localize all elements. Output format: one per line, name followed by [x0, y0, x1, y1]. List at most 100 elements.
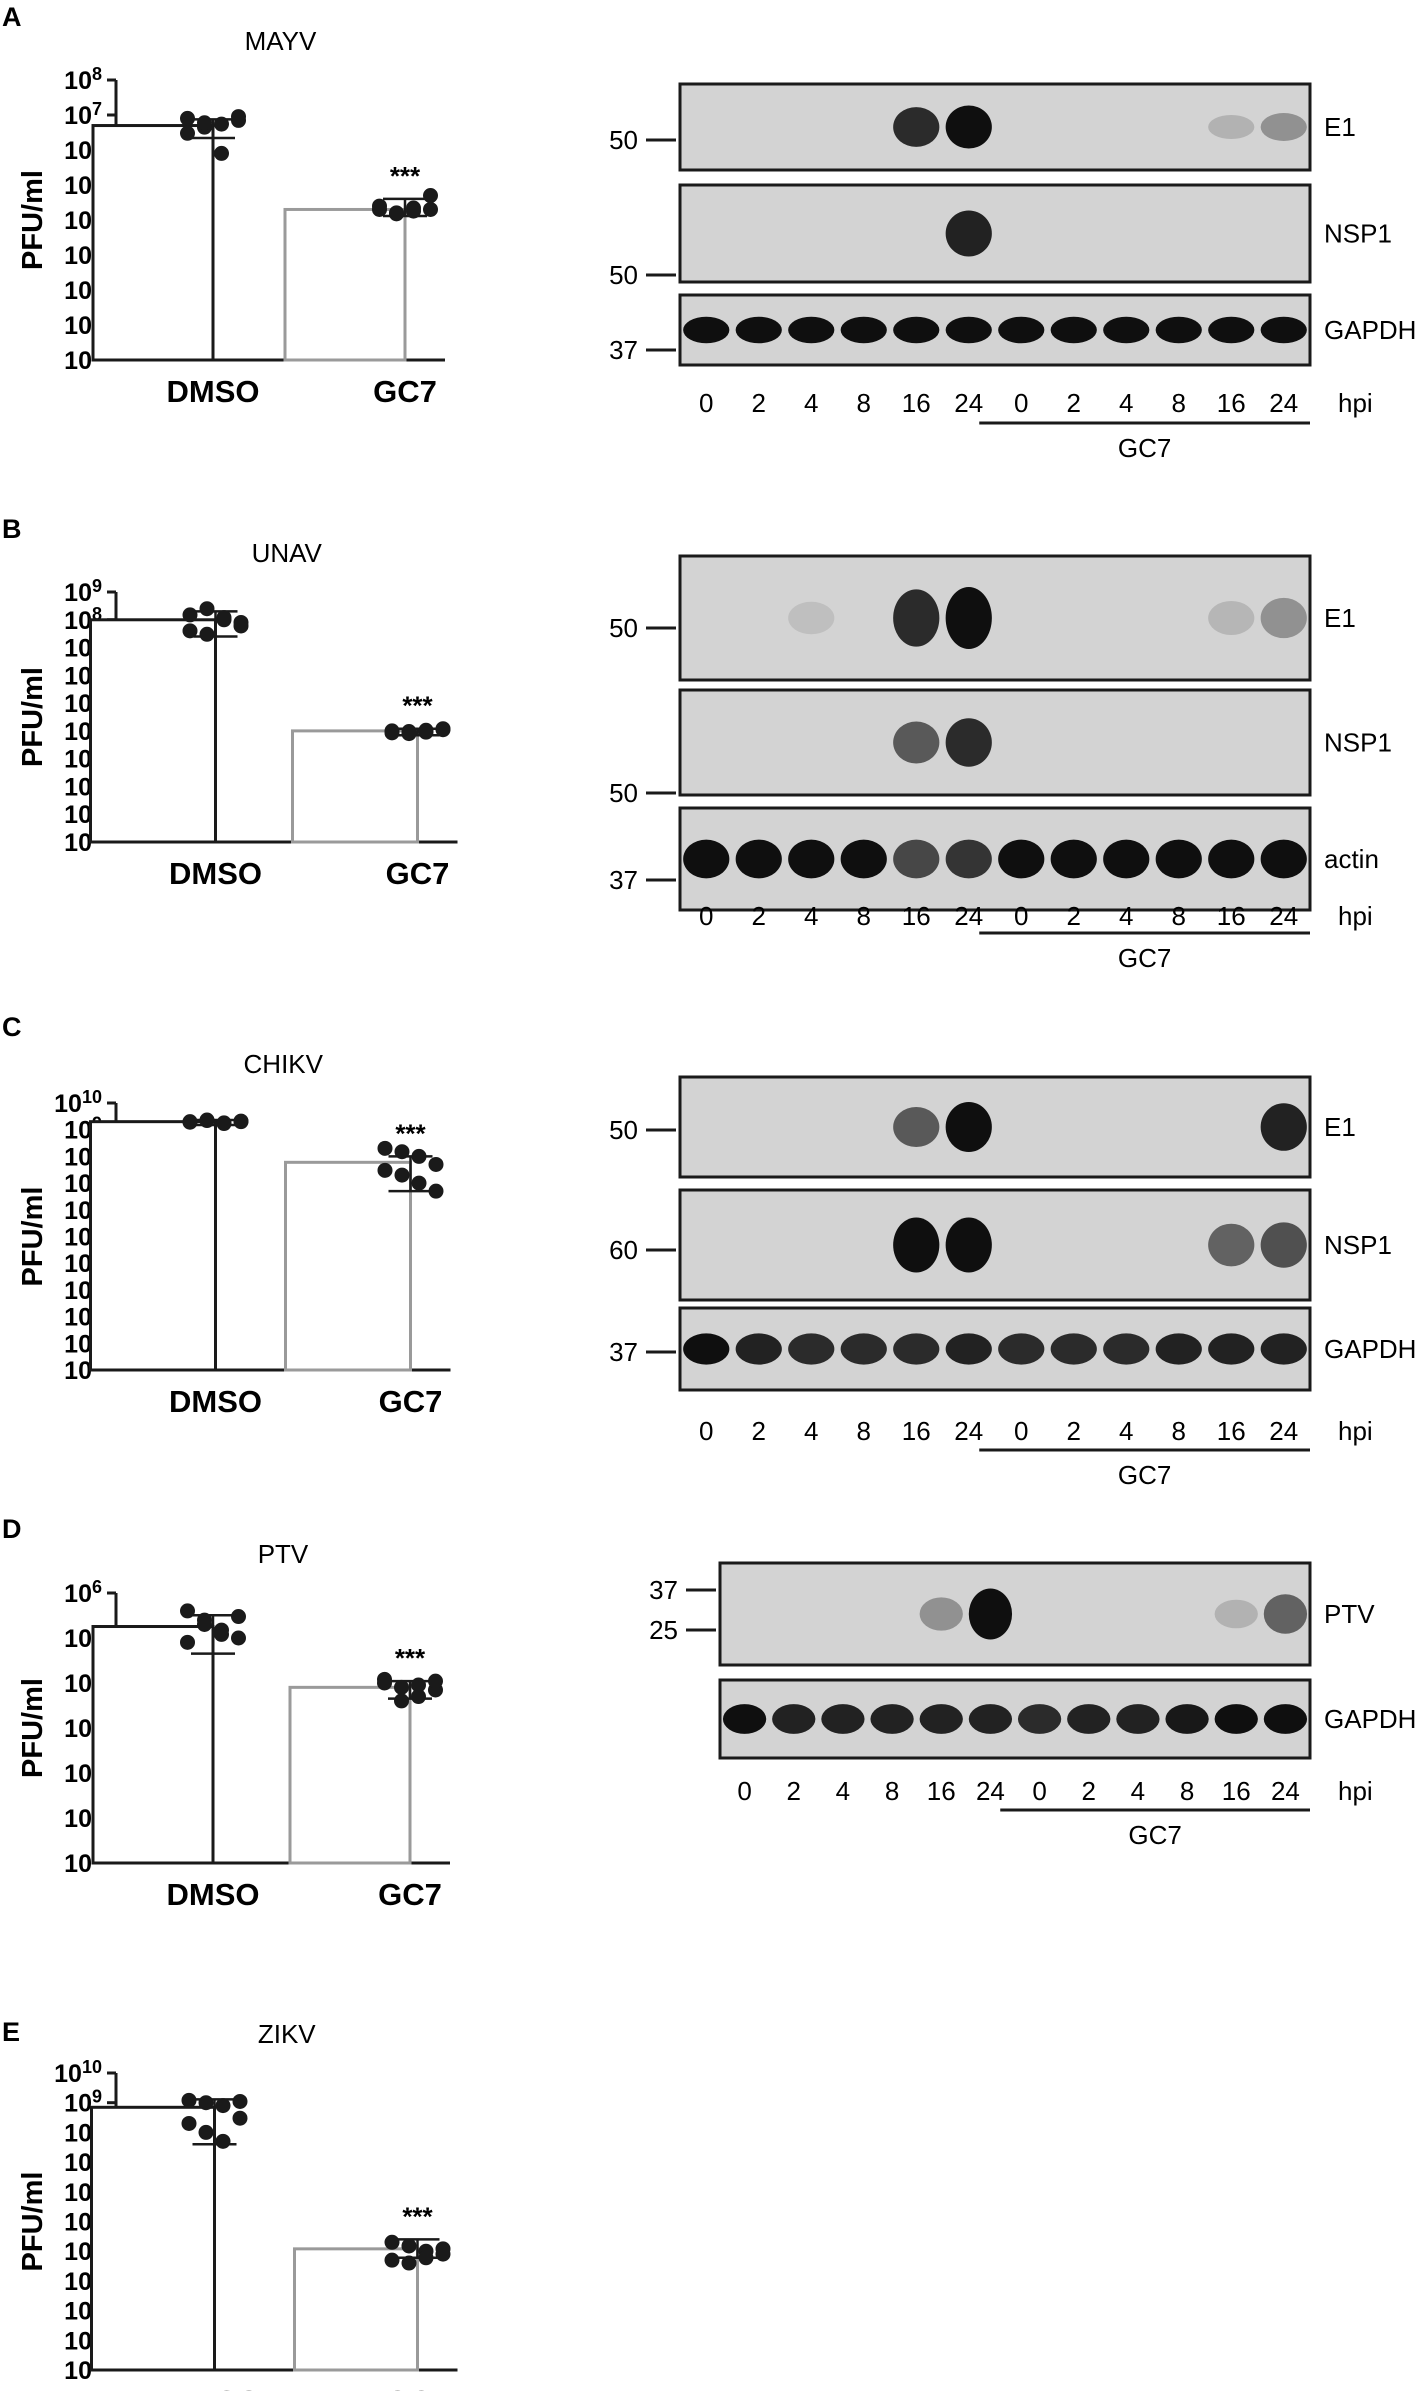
band [945, 316, 992, 344]
bar-gc7 [293, 2247, 419, 2372]
band [1260, 1222, 1307, 1268]
band [1208, 316, 1255, 344]
protein-label: E1 [1324, 603, 1356, 633]
y-axis-label: PFU/ml [17, 1678, 49, 1778]
band [893, 839, 940, 879]
band [1208, 600, 1255, 636]
lane-label: 8 [1180, 1776, 1194, 1806]
blot-frame [718, 1561, 1312, 1667]
y-tick-label: 108 [64, 64, 102, 95]
lane-label: 16 [902, 1416, 931, 1446]
band [945, 839, 992, 879]
data-point [214, 116, 229, 132]
chart-title: ZIKV [258, 2019, 316, 2049]
band [1263, 1594, 1308, 1634]
band [1165, 1704, 1209, 1734]
blot-frame [678, 554, 1312, 682]
lane-label: 24 [1269, 901, 1298, 931]
y-tick-label: 1010 [54, 2057, 102, 2088]
lane-label: 24 [1269, 388, 1298, 418]
lane-label: 16 [1222, 1776, 1251, 1806]
protein-label: E1 [1324, 1112, 1356, 1142]
mw-marker-label: 25 [649, 1615, 678, 1645]
data-point [232, 2110, 248, 2126]
band [945, 1333, 992, 1365]
y-tick-label: 1010 [54, 1087, 102, 1118]
treatment-label: GC7 [1118, 433, 1171, 463]
mw-marker-label: 50 [609, 260, 638, 290]
band [893, 1333, 940, 1365]
mw-marker-label: 37 [609, 1337, 638, 1367]
lane-label: 16 [902, 901, 931, 931]
band [893, 721, 940, 764]
blot-strip-actin: 37 actin [609, 806, 1379, 912]
data-point [233, 1114, 249, 1130]
band [1155, 316, 1202, 344]
blot-frame [718, 1678, 1312, 1760]
data-point [231, 109, 246, 125]
band [1263, 1704, 1308, 1734]
band [683, 839, 730, 879]
band [893, 1217, 940, 1273]
lane-label: 24 [976, 1776, 1005, 1806]
data-point [215, 2133, 231, 2149]
band [945, 1102, 992, 1152]
panel-letter: C [2, 1012, 22, 1042]
bar-gc7 [284, 1160, 412, 1372]
data-point [435, 721, 451, 737]
lane-label: 0 [699, 1416, 713, 1446]
data-point [214, 145, 229, 161]
data-point [231, 1609, 246, 1625]
blot-frame [678, 806, 1312, 912]
data-point [394, 1144, 410, 1160]
blot-frame [678, 1188, 1312, 1302]
panel-e: E1001011021031041051061071081091010PFU/m… [2, 2017, 458, 2391]
lane-label: 0 [699, 901, 713, 931]
band [722, 1704, 767, 1734]
band [821, 1704, 865, 1734]
protein-label: NSP1 [1324, 728, 1392, 758]
data-point [197, 115, 212, 131]
bar-chart: 1001011021031041051061071081091010PFU/ml… [17, 2019, 458, 2391]
band [840, 316, 887, 344]
data-point [181, 2092, 197, 2108]
band [945, 210, 992, 257]
y-tick-label: 108 [64, 604, 102, 635]
band [893, 107, 940, 147]
lane-label: 4 [1119, 901, 1133, 931]
data-point [401, 2255, 417, 2271]
data-point [418, 2250, 434, 2266]
band [998, 1333, 1045, 1365]
protein-label: PTV [1324, 1599, 1375, 1629]
band [968, 1588, 1013, 1640]
blot-strip-nsp1: 50 NSP1 [609, 183, 1392, 290]
band [735, 839, 782, 879]
mw-marker-label: 37 [609, 865, 638, 895]
lane-label: 16 [1217, 1416, 1246, 1446]
bar-dmso [89, 1120, 217, 1372]
bar-dmso [91, 1625, 215, 1865]
lane-label: 4 [1119, 1416, 1133, 1446]
data-point [214, 1626, 229, 1642]
lane-unit-label: hpi [1338, 1416, 1373, 1446]
data-point [180, 1603, 195, 1619]
x-tick-label: DMSO [169, 856, 262, 891]
bar-gc7 [283, 207, 407, 362]
data-point [215, 2098, 231, 2114]
data-point [377, 1140, 393, 1156]
significance-marker: *** [395, 1643, 426, 1673]
band [1260, 1333, 1307, 1365]
mw-marker-label: 37 [649, 1575, 678, 1605]
data-point [401, 724, 417, 740]
band [840, 839, 887, 879]
y-tick-label: 107 [64, 99, 102, 130]
blot-frame [678, 688, 1312, 797]
data-point [394, 1167, 410, 1183]
data-point [233, 614, 249, 630]
lane-label: 2 [752, 388, 766, 418]
lane-label: 2 [1067, 388, 1081, 418]
blot-strip-nsp1: 50 NSP1 [609, 688, 1392, 808]
data-point [389, 206, 404, 222]
